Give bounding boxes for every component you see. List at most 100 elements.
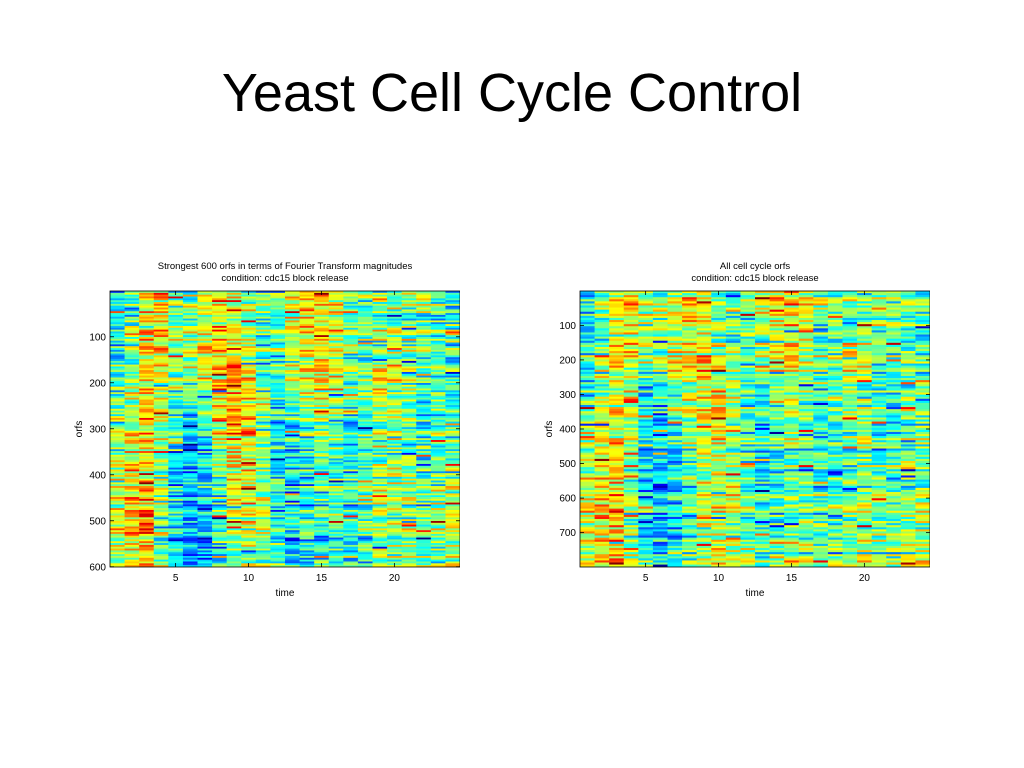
heatmap-cell — [197, 521, 213, 524]
heatmap-cell — [740, 396, 756, 400]
heatmap-cell — [725, 355, 741, 358]
heatmap-cell — [255, 335, 271, 338]
heatmap-cell — [580, 404, 595, 408]
heatmap-cell — [212, 546, 228, 549]
heatmap-cell — [842, 402, 858, 406]
heatmap-cell — [255, 500, 271, 503]
heatmap-cell — [682, 295, 698, 298]
heatmap-cell — [609, 311, 625, 315]
heatmap-cell — [110, 447, 125, 450]
heatmap-cell — [124, 327, 140, 330]
heatmap-cell — [740, 299, 756, 302]
heatmap-cell — [241, 526, 257, 529]
heatmap-cell — [314, 379, 330, 382]
heatmap-cell — [580, 367, 595, 371]
heatmap-cell — [139, 484, 155, 487]
heatmap-cell — [430, 478, 446, 481]
heatmap-cell — [343, 394, 359, 397]
heatmap-cell — [594, 293, 610, 296]
heatmap-cell — [357, 509, 373, 513]
heatmap-cell — [168, 513, 184, 516]
heatmap-cell — [124, 395, 140, 399]
heatmap-cell — [667, 361, 683, 364]
heatmap-cell — [813, 322, 829, 325]
heatmap-cell — [285, 329, 300, 332]
heatmap-cell — [212, 401, 228, 404]
heatmap-cell — [314, 533, 330, 537]
heatmap-cell — [153, 412, 169, 415]
heatmap-cell — [682, 322, 698, 325]
heatmap-cell — [445, 515, 460, 518]
heatmap-cell — [299, 346, 315, 349]
heatmap-cell — [667, 365, 683, 369]
heatmap-cell — [430, 373, 446, 376]
heatmap-cell — [270, 537, 286, 540]
heatmap-cell — [328, 561, 344, 564]
heatmap-cell — [255, 550, 271, 553]
heatmap-cell — [416, 349, 432, 353]
heatmap-cell — [755, 392, 770, 395]
heatmap-cell — [769, 398, 785, 402]
heatmap-cell — [857, 396, 873, 400]
heatmap-cell — [430, 504, 446, 507]
heatmap-cell — [652, 317, 668, 321]
heatmap-cell — [285, 480, 300, 483]
heatmap-cell — [226, 340, 242, 343]
heatmap-cell — [285, 346, 300, 349]
heatmap-cell — [857, 386, 873, 389]
heatmap-cell — [755, 363, 770, 366]
heatmap-cell — [401, 353, 417, 356]
heatmap-cell — [857, 330, 873, 333]
heatmap-cell — [299, 421, 315, 424]
heatmap-cell — [915, 305, 930, 308]
heatmap-cell — [638, 369, 654, 373]
heatmap-cell — [430, 447, 446, 450]
heatmap-cell — [357, 482, 373, 485]
heatmap-cell — [226, 291, 242, 294]
heatmap-cell — [609, 317, 625, 321]
heatmap-cell — [299, 406, 315, 410]
heatmap-cell — [299, 384, 315, 388]
heatmap-cell — [900, 313, 916, 317]
heatmap-cell — [357, 454, 373, 457]
heatmap-cell — [372, 388, 388, 391]
heatmap-cell — [357, 416, 373, 419]
heatmap-cell — [638, 390, 654, 393]
heatmap-cell — [226, 548, 242, 551]
heatmap-cell — [328, 467, 344, 470]
heatmap-cell — [255, 521, 271, 524]
heatmap-cell — [357, 405, 373, 408]
heatmap-cell — [299, 473, 315, 476]
heatmap-cell — [182, 544, 198, 548]
heatmap-cell — [124, 521, 140, 524]
heatmap-cell — [401, 563, 417, 566]
heatmap-cell — [139, 397, 155, 400]
heatmap-cell — [124, 427, 140, 430]
heatmap-cell — [124, 340, 140, 343]
heatmap-cell — [430, 471, 446, 474]
heatmap-cell — [314, 344, 330, 347]
heatmap-cell — [827, 359, 843, 362]
heatmap-cell — [182, 557, 198, 560]
heatmap-cell — [682, 291, 698, 294]
heatmap-cell — [197, 539, 213, 542]
heatmap-cell — [798, 400, 814, 404]
heatmap-cell — [168, 399, 184, 402]
heatmap-cell — [255, 384, 271, 388]
heatmap-cell — [401, 291, 417, 294]
heatmap-cell — [430, 329, 446, 332]
heatmap-cell — [241, 493, 257, 496]
heatmap-cell — [314, 543, 330, 546]
heatmap-cell — [139, 340, 155, 343]
heatmap-cell — [226, 344, 242, 347]
heatmap-cell — [241, 449, 257, 452]
heatmap-cell — [416, 565, 432, 567]
heatmap-cell — [769, 307, 785, 310]
heatmap-cell — [343, 410, 359, 413]
heatmap-cell — [314, 309, 330, 312]
heatmap-cell — [813, 367, 829, 371]
heatmap-cell — [285, 318, 300, 321]
heatmap-cell — [168, 535, 184, 538]
heatmap-cell — [387, 447, 403, 450]
heatmap-cell — [711, 295, 727, 298]
